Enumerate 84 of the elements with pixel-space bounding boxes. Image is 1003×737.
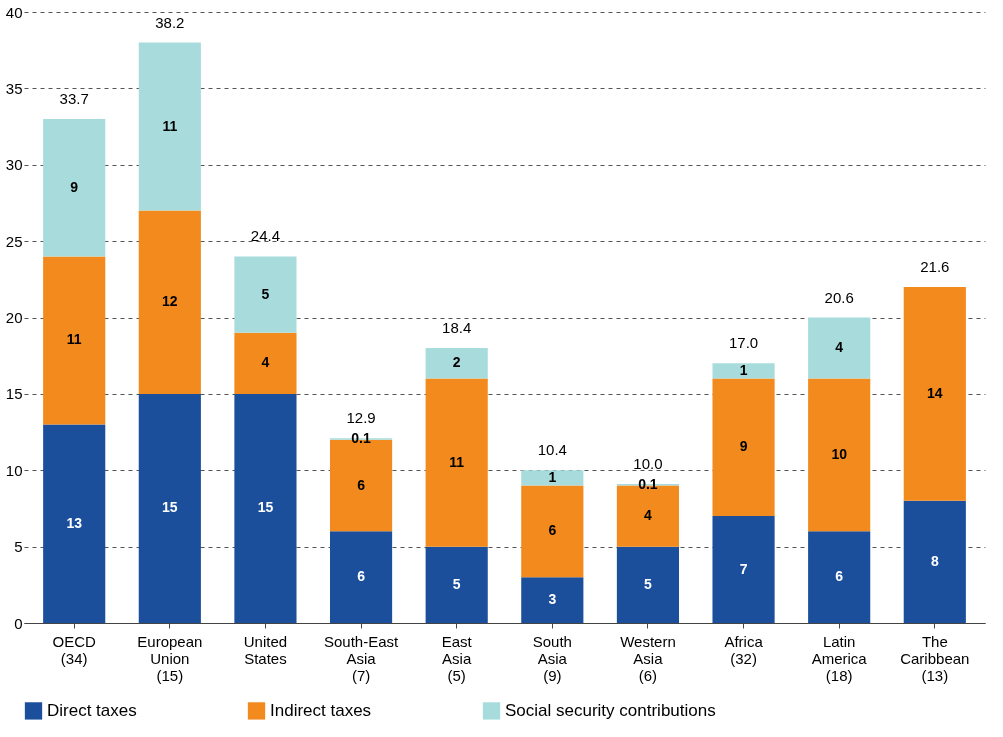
data-label: 6 [835,568,844,585]
bar [43,118,106,257]
bar [712,516,775,623]
x-tick-label: The Caribbean (13) [900,632,970,684]
annotation: 10.0 [633,455,663,472]
x-tick-label: OECD (34) [52,632,97,667]
data-label: 15 [257,499,274,516]
bar [712,363,775,379]
data-label: 4 [644,507,653,524]
x-tick-label: South-East Asia (7) [323,632,399,684]
bar [234,256,297,333]
data-label: 6 [548,522,557,539]
data-label: 5 [644,575,653,592]
data-label: 12 [162,293,178,310]
data-label: 6 [357,476,366,493]
data-label: 6 [357,568,366,585]
annotation: 20.6 [824,288,854,306]
bar [138,42,201,211]
bar [808,317,871,379]
annotation: 18.4 [442,319,472,337]
annotation: 17.0 [728,334,759,352]
annotation: 21.6 [920,257,950,275]
data-label: 9 [739,438,748,455]
bar [425,348,488,379]
data-label: 5 [452,575,461,592]
legend-label: Indirect taxes [270,700,372,720]
annotation: 24.4 [250,227,281,245]
y-tick-label: 25 [5,232,23,250]
data-label: 4 [835,339,844,356]
annotation: 33.7 [59,89,89,107]
bar [521,577,584,623]
data-label: 4 [261,354,270,371]
data-label: 11 [162,117,178,134]
bar [234,332,297,394]
bar [616,546,680,623]
x-tick-label: East Asia (5) [441,632,473,684]
data-label: 15 [162,499,178,516]
data-label: 9 [70,178,79,195]
bar [712,378,775,517]
bar [234,393,297,623]
data-label: 2 [452,354,461,371]
x-tick-label: Africa (32) [724,632,764,667]
bar [903,500,966,623]
bar [808,531,871,623]
data-label: 11 [66,331,82,348]
y-tick-label: 10 [5,461,23,479]
bar [329,531,393,623]
y-tick-label: 5 [14,538,23,556]
y-tick-label: 35 [5,79,23,97]
data-label: 1 [548,468,557,485]
y-tick-label: 20 [5,309,23,326]
annotation: 10.4 [537,441,567,459]
data-label: 13 [66,514,83,531]
y-tick-label: 0 [14,614,23,632]
data-label: 7 [739,560,748,577]
data-label: 14 [927,384,943,401]
bar [425,378,488,547]
y-tick-label: 15 [5,385,23,403]
x-tick-label: Western Asia (6) [620,632,676,684]
data-label: 10 [831,445,848,462]
legend-label: Social security contributions [505,700,716,720]
bar [425,546,488,623]
bar [903,286,966,501]
data-label: 3 [548,591,557,608]
bar [521,485,584,578]
data-label: 5 [261,285,270,302]
data-label: 11 [449,453,465,470]
annotation: 12.9 [346,409,376,427]
x-tick-label: South Asia (9) [532,632,572,684]
annotation: 38.2 [155,13,185,31]
bar [808,378,871,532]
data-label: 8 [930,552,939,569]
bar [43,424,106,623]
x-tick-label: European Union (15) [137,632,203,684]
bar [43,256,106,425]
legend-label: Direct taxes [47,700,137,720]
x-tick-label: United States [243,632,288,667]
bar [138,210,201,394]
data-label: 1 [739,361,748,378]
bar [138,393,201,623]
y-tick-label: 30 [5,156,23,174]
bar [521,470,584,486]
y-tick-label: 40 [5,3,23,21]
x-tick-label: Latin America (18) [811,632,868,684]
